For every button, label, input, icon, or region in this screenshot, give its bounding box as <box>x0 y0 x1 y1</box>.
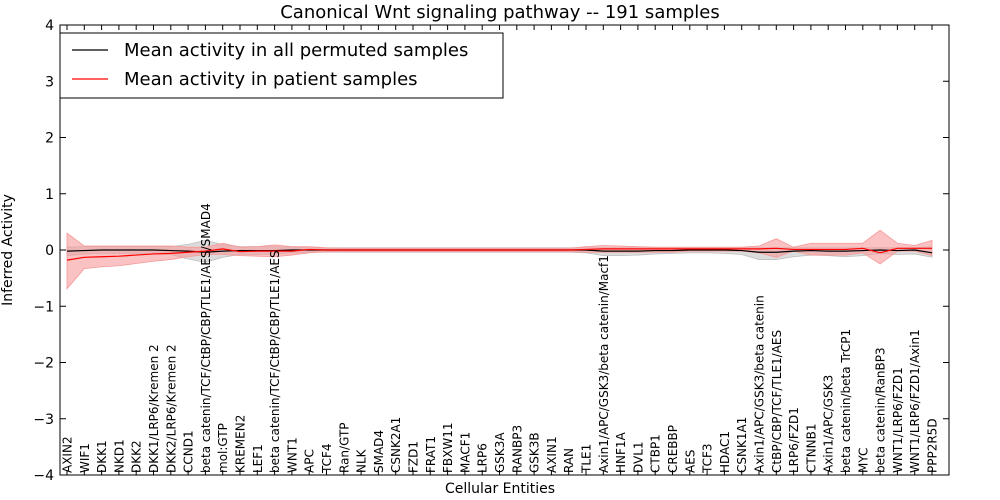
category-label: PPP2R5D <box>926 418 940 473</box>
axis-ticks: −4 −3 −2 −1 0 1 2 3 4 <box>33 18 949 484</box>
category-label: FRAT1 <box>424 436 438 473</box>
category-label: GSK3A <box>493 432 507 473</box>
category-label: AES <box>683 450 697 473</box>
category-label: MACF1 <box>458 432 472 473</box>
y-tick-label: 3 <box>45 74 54 90</box>
category-label: KREMEN2 <box>234 415 248 473</box>
y-tick-label: −1 <box>33 299 54 315</box>
category-label: DKK1/LRP6/Kremen 2 <box>147 344 161 473</box>
y-tick-label: −2 <box>33 356 54 372</box>
category-label: TCF4 <box>320 443 334 474</box>
category-label: HDAC1 <box>718 431 732 473</box>
category-label: Axin1/APC/GSK3/beta catenin <box>753 295 767 473</box>
series-2-band <box>66 229 933 290</box>
category-label: GSK3B <box>528 432 542 473</box>
category-label: CTNNB1 <box>804 423 818 473</box>
category-label: FBXW11 <box>441 423 455 474</box>
legend-label-1: Mean activity in all permuted samples <box>124 40 468 61</box>
category-label: MYC <box>856 448 870 473</box>
category-label: Axin1/APC/GSK3 <box>822 375 836 473</box>
category-label: TCF3 <box>701 443 715 474</box>
category-label: DKK2/LRP6/Kremen 2 <box>164 344 178 473</box>
category-label: CSNK1A1 <box>735 417 749 473</box>
y-tick-label: −4 <box>33 468 54 484</box>
category-label: SMAD4 <box>372 430 386 473</box>
category-label: beta catenin/beta TrCP1 <box>839 329 853 473</box>
category-label: RAN <box>562 448 576 473</box>
series-2-line <box>66 247 932 261</box>
category-label: beta catenin/TCF/CtBP/CBP/TLE1/AES <box>268 250 282 473</box>
category-label: LEF1 <box>251 444 265 473</box>
y-tick-label: 0 <box>45 243 54 259</box>
category-label: CtBP/CBP/TCF/TLE1/AES <box>770 330 784 473</box>
category-label: NKD1 <box>112 439 126 473</box>
legend-label-2: Mean activity in patient samples <box>124 69 418 90</box>
category-label: APC <box>303 449 317 473</box>
legend: Mean activity in all permuted samples Mea… <box>59 32 504 99</box>
y-tick-label: −3 <box>33 412 54 428</box>
confidence-bands <box>66 229 933 290</box>
category-label: CTBP1 <box>649 434 663 473</box>
category-label: Ran/GTP <box>337 422 351 473</box>
plot-frame <box>59 24 950 476</box>
category-label: AXIN1 <box>545 436 559 473</box>
y-axis-label: Inferred Activity <box>0 194 16 306</box>
category-label: Axin1/APC/GSK3/beta catenin/Macf1 <box>597 255 611 473</box>
category-label: DVL1 <box>631 441 645 473</box>
chart-title: Canonical Wnt signaling pathway -- 191 s… <box>280 2 720 23</box>
category-label: LRP6 <box>476 443 490 473</box>
category-label: DKK2 <box>130 440 144 473</box>
category-label: HNF1A <box>614 431 628 473</box>
category-label: LRP6/FZD1 <box>787 407 801 473</box>
category-label: mol:GTP <box>216 423 230 473</box>
category-label: FZD1 <box>407 441 421 473</box>
category-label: DKK1 <box>95 440 109 473</box>
legend-box <box>59 32 504 99</box>
category-label: AXIN2 <box>61 436 75 473</box>
category-label: WNT1/LRP6/FZD1 <box>891 367 905 473</box>
y-tick-label: 1 <box>45 187 54 203</box>
category-label: beta catenin/RanBP3 <box>874 347 888 473</box>
category-label: beta catenin/TCF/CtBP/CBP/TLE1/AES/SMAD4 <box>199 203 213 473</box>
category-label: CCND1 <box>182 430 196 473</box>
series-lines <box>66 247 933 261</box>
category-label: CREBBP <box>666 425 680 473</box>
category-label: NLK <box>355 448 369 473</box>
y-tick-label: 4 <box>45 18 54 34</box>
category-label: WIF1 <box>78 443 92 473</box>
category-label: WNT1/LRP6/FZD1/Axin1 <box>908 329 922 473</box>
y-tick-label: 2 <box>45 131 54 147</box>
x-axis-label: Cellular Entities <box>445 481 555 497</box>
category-label: CSNK2A1 <box>389 417 403 473</box>
category-label: RANBP3 <box>510 425 524 473</box>
category-label: WNT1 <box>285 437 299 473</box>
category-label: TLE1 <box>580 444 594 474</box>
